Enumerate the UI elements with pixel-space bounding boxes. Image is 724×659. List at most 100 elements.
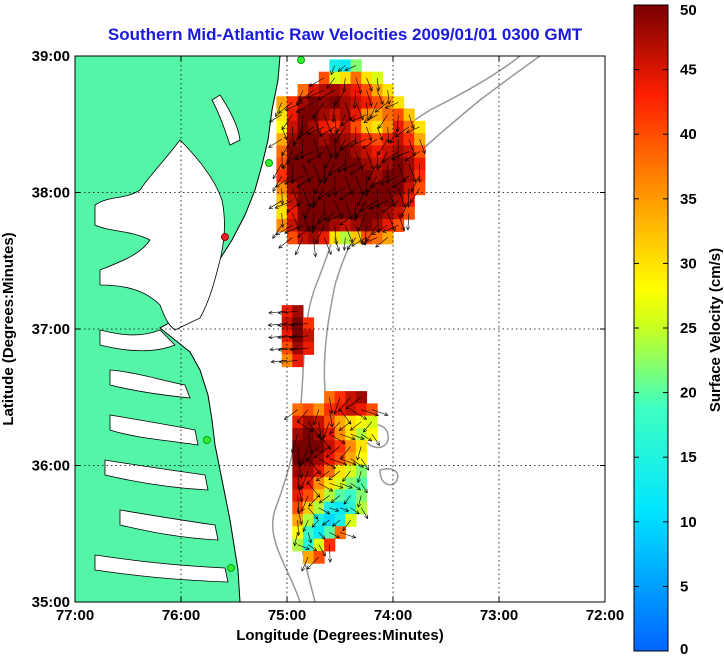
station-markers [203,56,305,572]
velocity-vector [319,126,335,137]
velocity-cell [355,415,368,429]
velocity-vector [278,347,298,352]
velocity-cell [329,206,341,220]
map-plot-area [74,55,606,603]
velocity-vector [312,212,325,230]
velocity-vector [369,102,378,119]
velocity-vector [408,139,416,157]
velocity-vector [360,507,369,519]
velocity-vector [389,126,399,144]
velocity-vector [330,65,335,75]
velocity-vector [366,90,373,107]
velocity-vector [350,507,360,515]
station-marker [221,233,229,241]
velocity-vector [297,507,303,525]
velocity-vector [325,446,341,458]
velocity-vector [315,225,325,244]
velocity-vector [382,151,399,163]
velocity-cell [302,550,315,564]
velocity-vector [297,458,303,479]
velocity-vector [386,90,391,105]
velocity-cell [297,219,309,233]
velocity-vector [351,114,367,122]
velocity-cell [329,71,341,85]
velocity-vector [307,126,325,135]
velocity-cell [382,108,394,122]
velocity-cell [350,194,362,208]
velocity-vector [408,163,417,183]
velocity-vector [317,212,335,224]
velocity-vector [339,433,356,441]
colorbar-tick-label: 40 [680,126,697,143]
velocity-vector [329,397,334,414]
velocity-vector [329,421,341,434]
velocity-vector [329,507,340,512]
velocity-vector [275,102,282,117]
velocity-vector [296,409,309,423]
velocity-cell [324,489,336,503]
velocity-cell [366,415,378,429]
velocity-cell [340,145,352,159]
station-marker [203,436,211,444]
velocity-vector [329,482,344,489]
velocity-vector [317,89,335,101]
y-axis-ticks: 35:00 36:00 37:00 38:00 39:00 [32,48,605,611]
y-tick-label: 35:00 [32,594,70,611]
velocity-cell [302,440,315,454]
velocity-vector [376,126,384,141]
velocity-cell [297,133,309,147]
velocity-cell [297,108,309,122]
velocity-vector [359,200,378,212]
velocity-vector [295,102,314,113]
velocity-vector [311,519,320,528]
velocity-vector [406,212,411,231]
velocity-cell [297,231,309,245]
velocity-vector [279,359,298,364]
station-marker [297,56,305,64]
velocity-cell [340,83,352,97]
velocity-cell [292,403,304,417]
velocity-cell [345,513,357,527]
velocity-vector [332,519,341,527]
velocity-cell [308,219,320,233]
velocity-cell [292,354,304,368]
velocity-cell [292,317,304,331]
velocity-cell [361,194,373,208]
velocity-vector [328,544,333,563]
velocity-vector [318,507,331,515]
velocity-vector [297,483,303,502]
velocity-cell [324,513,336,527]
velocity-vector [355,200,367,218]
velocity-cell [371,219,383,233]
velocity-cell [355,391,368,404]
velocity-vector [284,224,304,234]
velocity-vector [375,237,388,248]
velocity-vector [315,470,330,482]
velocity-cell [302,403,315,417]
velocity-vector [366,126,373,142]
velocity-cell [393,133,405,147]
velocity-vector [342,237,347,251]
velocity-cell [297,120,309,134]
velocity-vector [363,421,373,433]
velocity-vector [330,495,341,504]
velocity-vector [301,556,309,572]
x-tick-label: 73:00 [480,607,518,624]
velocity-vector [333,397,341,415]
velocity-cell [302,489,315,503]
bay-water [94,94,241,583]
velocity-vector [275,175,293,188]
velocity-vector [286,151,304,164]
velocity-cell [340,59,352,73]
velocity-cell [403,169,415,183]
velocity-vector [338,421,351,431]
velocity-cell [350,206,362,220]
velocity-cell [318,145,330,159]
velocity-cell [340,157,352,171]
x-tick-label: 76:00 [162,607,200,624]
velocity-vector [313,409,320,426]
velocity-cell [371,96,383,110]
velocity-cell [350,182,362,196]
velocity-cell [302,341,315,355]
velocity-vector [349,138,367,147]
